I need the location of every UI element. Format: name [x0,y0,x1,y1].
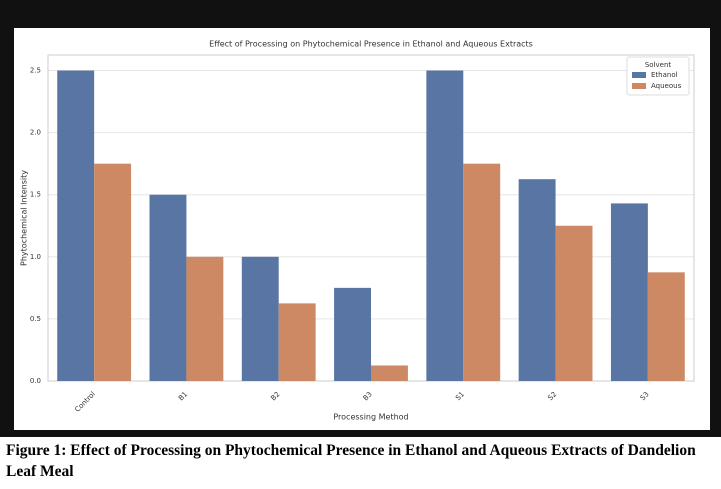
y-tick-label: 2.0 [30,129,41,137]
x-tick-label: S2 [546,390,558,402]
bar [610,203,648,381]
bar [57,70,95,382]
y-axis-label: Phytochemical Intensity [20,170,29,266]
bar [463,163,501,381]
figure-caption: Figure 1: Effect of Processing on Phytoc… [6,442,696,480]
y-tick-label: 1.0 [30,253,41,261]
y-tick-label: 1.5 [30,191,41,199]
legend-swatch [632,72,646,78]
bar [555,225,593,381]
y-tick-label: 2.5 [30,67,41,75]
bar [426,70,464,382]
bar [371,365,408,381]
x-axis-label: Processing Method [333,413,408,422]
bar [278,303,316,381]
bar [518,179,556,381]
legend-label: Ethanol [651,71,678,79]
x-tick-label: S1 [454,390,466,402]
bar [186,256,224,381]
bar [241,256,279,381]
bar [94,163,132,381]
legend-swatch [632,83,646,89]
legend-label: Aqueous [651,82,682,90]
chart: Effect of Processing on Phytochemical Pr… [0,0,721,437]
x-tick-label: S3 [639,390,651,402]
bar [334,287,371,381]
y-tick-label: 0.0 [30,377,41,385]
bar [149,194,187,381]
bar [647,272,685,381]
y-tick-label: 0.5 [30,315,41,323]
chart-title: Effect of Processing on Phytochemical Pr… [209,40,533,49]
legend-title: Solvent [645,61,672,69]
